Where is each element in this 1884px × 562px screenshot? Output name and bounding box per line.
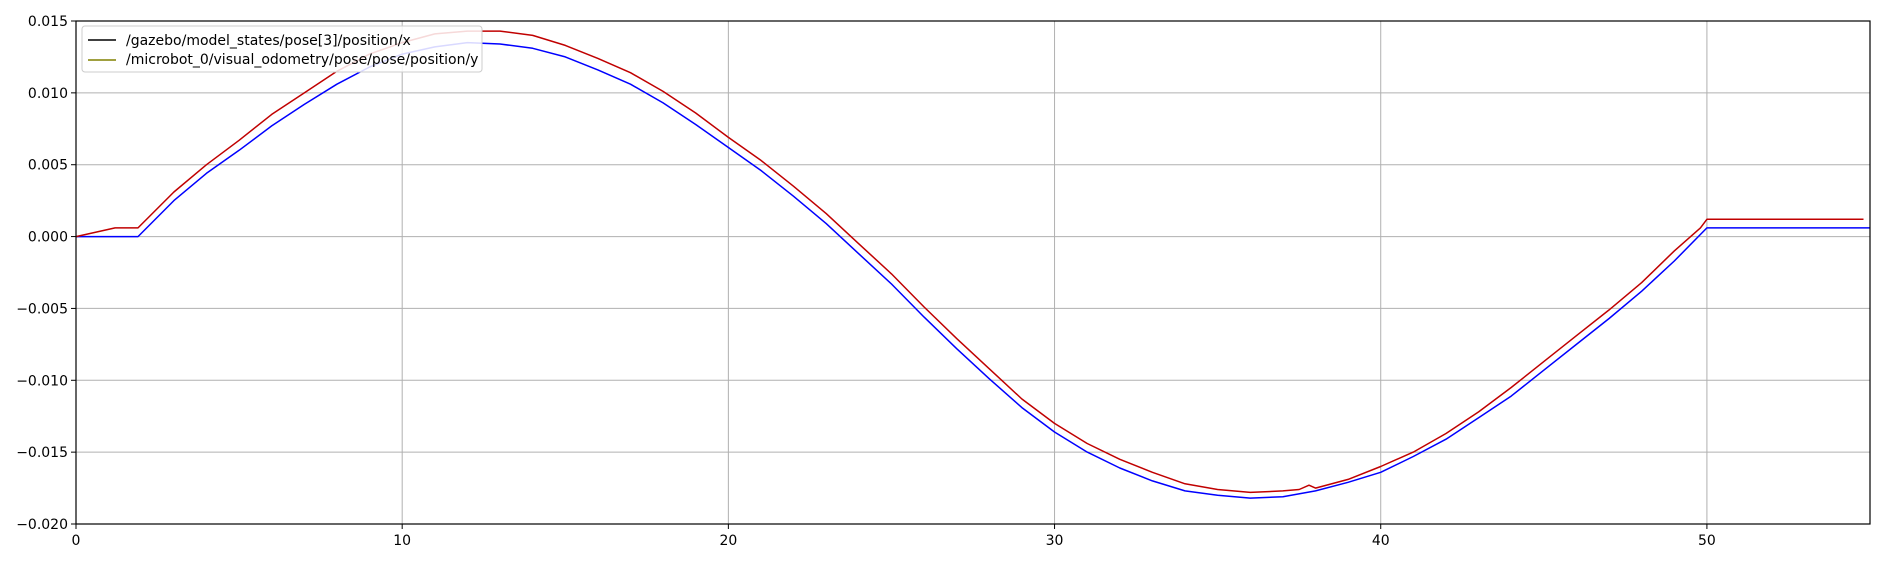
y-tick-label: 0.010 — [28, 86, 68, 102]
x-tick-label: 10 — [393, 533, 411, 549]
legend-label-1: /microbot_0/visual_odometry/pose/pose/po… — [126, 52, 478, 68]
x-tick-label: 50 — [1698, 533, 1716, 549]
y-tick-label: −0.015 — [16, 445, 68, 461]
x-tick-label: 30 — [1046, 533, 1064, 549]
tick-layer: 0 10 20 30 40 50 0.015 0.010 0.005 0.000 −0.005 −0.… — [16, 14, 1716, 549]
legend-label-0: /gazebo/model_states/pose[3]/position/x — [126, 33, 411, 49]
y-tick-label: −0.010 — [16, 373, 68, 389]
x-tick-label: 0 — [72, 533, 81, 549]
x-tick-label: 20 — [719, 533, 737, 549]
legend-box — [81, 25, 483, 73]
x-tick-label: 40 — [1372, 533, 1390, 549]
y-tick-label: 0.000 — [28, 230, 68, 246]
y-tick-label: 0.015 — [28, 14, 68, 30]
legend: /gazebo/model_states/pose[3]/position/x … — [81, 25, 483, 73]
y-tick-label: −0.005 — [16, 301, 68, 317]
y-tick-label: 0.005 — [28, 158, 68, 174]
y-tick-label: −0.020 — [16, 517, 68, 533]
plot-frame — [75, 20, 1871, 525]
